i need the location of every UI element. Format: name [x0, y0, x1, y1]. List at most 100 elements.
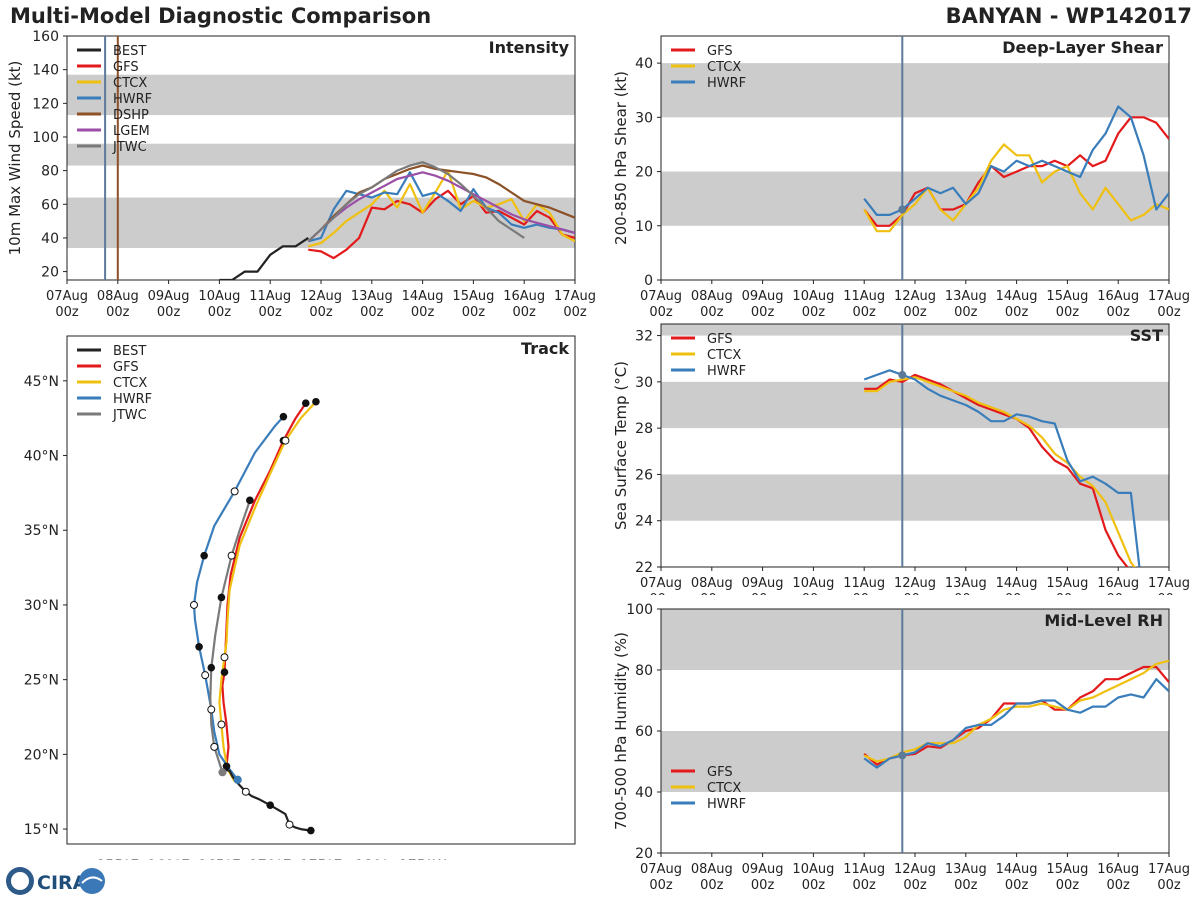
track-point-jtwc	[227, 551, 236, 560]
intensity-ylabel: 10m Max Wind Speed (kt)	[6, 61, 24, 256]
intensity-xtick-label-4-0: 11Aug	[249, 289, 291, 304]
sst-xtick-label-2-1: 00z	[751, 592, 775, 595]
rh-xtick-label-3-0: 10Aug	[792, 862, 834, 877]
shear-xtick-label-5-1: 00z	[903, 305, 927, 320]
shear-analysis-marker	[898, 205, 907, 214]
rh-xtick-label-2-1: 00z	[751, 878, 775, 893]
intensity-xtick-label-7-1: 00z	[411, 305, 435, 320]
sst-band-2	[661, 324, 1169, 336]
rh-xtick-label-4-1: 00z	[853, 878, 877, 893]
rh-xtick-label-5-0: 12Aug	[894, 862, 936, 877]
intensity-xtick-label-10-0: 17Aug	[554, 289, 596, 304]
shear-xtick-label-6-0: 13Aug	[945, 289, 987, 304]
shear-band-1	[661, 63, 1169, 118]
sst-legend-label-ctcx: CTCX	[707, 348, 741, 363]
track-ytick-label-4: 35°N	[24, 523, 59, 539]
shear-xtick-label-2-0: 09Aug	[742, 289, 784, 304]
sst-ytick-label-2: 26	[635, 467, 653, 483]
intensity-xtick-label-2-1: 00z	[157, 305, 181, 320]
rh-xtick-label-8-0: 15Aug	[1046, 862, 1088, 877]
track-ytick-label-1: 20°N	[24, 747, 59, 763]
shear-ylabel: 200-850 hPa Shear (kt)	[612, 71, 630, 245]
intensity-xtick-label-0-0: 07Aug	[46, 289, 88, 304]
intensity-xtick-label-3-0: 10Aug	[198, 289, 240, 304]
track-point-gfs	[222, 762, 231, 771]
intensity-legend-label-gfs: GFS	[113, 60, 139, 75]
shear-series-group	[863, 105, 1169, 233]
sst-xtick-label-3-1: 00z	[802, 592, 826, 595]
track-point-jtwc	[207, 663, 216, 672]
intensity-ytick-label-7: 160	[32, 29, 59, 45]
intensity-legend-label-ctcx: CTCX	[113, 76, 147, 91]
sst-xtick-label-9-1: 00z	[1107, 592, 1131, 595]
intensity-ytick-label-3: 80	[41, 164, 59, 180]
shear-xtick-label-3-1: 00z	[802, 305, 826, 320]
sst-xtick-label-10-0: 17Aug	[1148, 576, 1190, 591]
rh-xtick-label-6-0: 13Aug	[945, 862, 987, 877]
sst-xtick-label-10-1: 00z	[1157, 592, 1181, 595]
sst-legend-label-hwrf: HWRF	[707, 364, 746, 379]
logo-text: CIRA	[37, 872, 88, 894]
sst-xtick-label-1-0: 08Aug	[691, 576, 733, 591]
track-point-hwrf	[279, 412, 288, 421]
rh-xtick-label-0-1: 00z	[649, 878, 673, 893]
track-ytick-label-5: 40°N	[24, 449, 59, 465]
intensity-xtick-label-7-0: 14Aug	[402, 289, 444, 304]
intensity-xtick-label-10-1: 00z	[563, 305, 587, 320]
rh-ylabel: 700-500 hPa Humidity (%)	[612, 632, 630, 830]
intensity-series-jtwc	[307, 161, 525, 243]
intensity-title: Intensity	[489, 38, 570, 57]
sst-ytick-label-0: 22	[635, 560, 653, 576]
rh-xtick-label-2-0: 09Aug	[742, 862, 784, 877]
sst-chart: 22242628303207Aug00z08Aug00z09Aug00z10Au…	[612, 323, 1190, 595]
intensity-band-1	[67, 143, 575, 166]
track-point-jtwc	[217, 593, 226, 602]
track-xtick-label-4: 175°E	[300, 858, 343, 860]
sst-xtick-label-4-0: 11Aug	[843, 576, 885, 591]
shear-xtick-label-10-0: 17Aug	[1148, 289, 1190, 304]
sst-ylabel: Sea Surface Temp (°C)	[612, 361, 630, 530]
track-point-hwrf	[190, 600, 198, 609]
sst-xtick-label-3-0: 10Aug	[792, 576, 834, 591]
rh-ytick-label-1: 40	[635, 785, 653, 801]
shear-xtick-label-4-1: 00z	[853, 305, 877, 320]
track-point-jtwc	[246, 496, 254, 505]
track-point-hwrf	[195, 642, 203, 651]
shear-ytick-label-0: 0	[644, 273, 653, 289]
shear-xtick-label-8-1: 00z	[1056, 305, 1080, 320]
sst-title: SST	[1130, 326, 1163, 345]
sst-ytick-label-3: 28	[635, 421, 653, 437]
intensity-series-group	[219, 161, 575, 280]
track-point-best	[241, 787, 250, 796]
rh-xtick-label-6-1: 00z	[954, 878, 978, 893]
rh-series-ctcx	[863, 659, 1169, 763]
track-series-hwrf	[192, 415, 285, 781]
track-frame	[66, 335, 576, 845]
rh-xtick-label-0-0: 07Aug	[640, 862, 682, 877]
rh-xtick-label-5-1: 00z	[903, 878, 927, 893]
track-point-ctcx	[217, 720, 226, 729]
shear-xtick-label-7-0: 14Aug	[996, 289, 1038, 304]
track-legend-label-ctcx: CTCX	[113, 376, 147, 391]
rh-xtick-label-10-0: 17Aug	[1148, 862, 1190, 877]
track-ytick-label-3: 30°N	[24, 598, 59, 614]
track-point-hwrf	[200, 551, 208, 560]
track-series-jtwc	[209, 500, 251, 773]
intensity-xtick-label-1-0: 08Aug	[97, 289, 139, 304]
intensity-ytick-label-5: 120	[32, 96, 59, 112]
rh-xtick-label-9-1: 00z	[1107, 878, 1131, 893]
track-point-hwrf	[201, 671, 210, 680]
intensity-xtick-label-3-1: 00z	[208, 305, 232, 320]
rh-legend-label-ctcx: CTCX	[707, 781, 741, 796]
shear-xtick-label-1-0: 08Aug	[691, 289, 733, 304]
track-point-gfs	[220, 668, 229, 676]
rh-xtick-label-1-1: 00z	[700, 878, 724, 893]
track-xtick-label-0: 155°E	[97, 858, 140, 860]
track-start-jtwc	[218, 768, 227, 777]
intensity-xtick-label-8-1: 00z	[462, 305, 486, 320]
shear-xtick-label-10-1: 00z	[1157, 305, 1181, 320]
track-point-ctcx	[312, 397, 320, 406]
intensity-series-hwrf	[308, 171, 575, 243]
track-point-best	[285, 820, 294, 829]
rh-ytick-label-4: 100	[626, 602, 653, 618]
